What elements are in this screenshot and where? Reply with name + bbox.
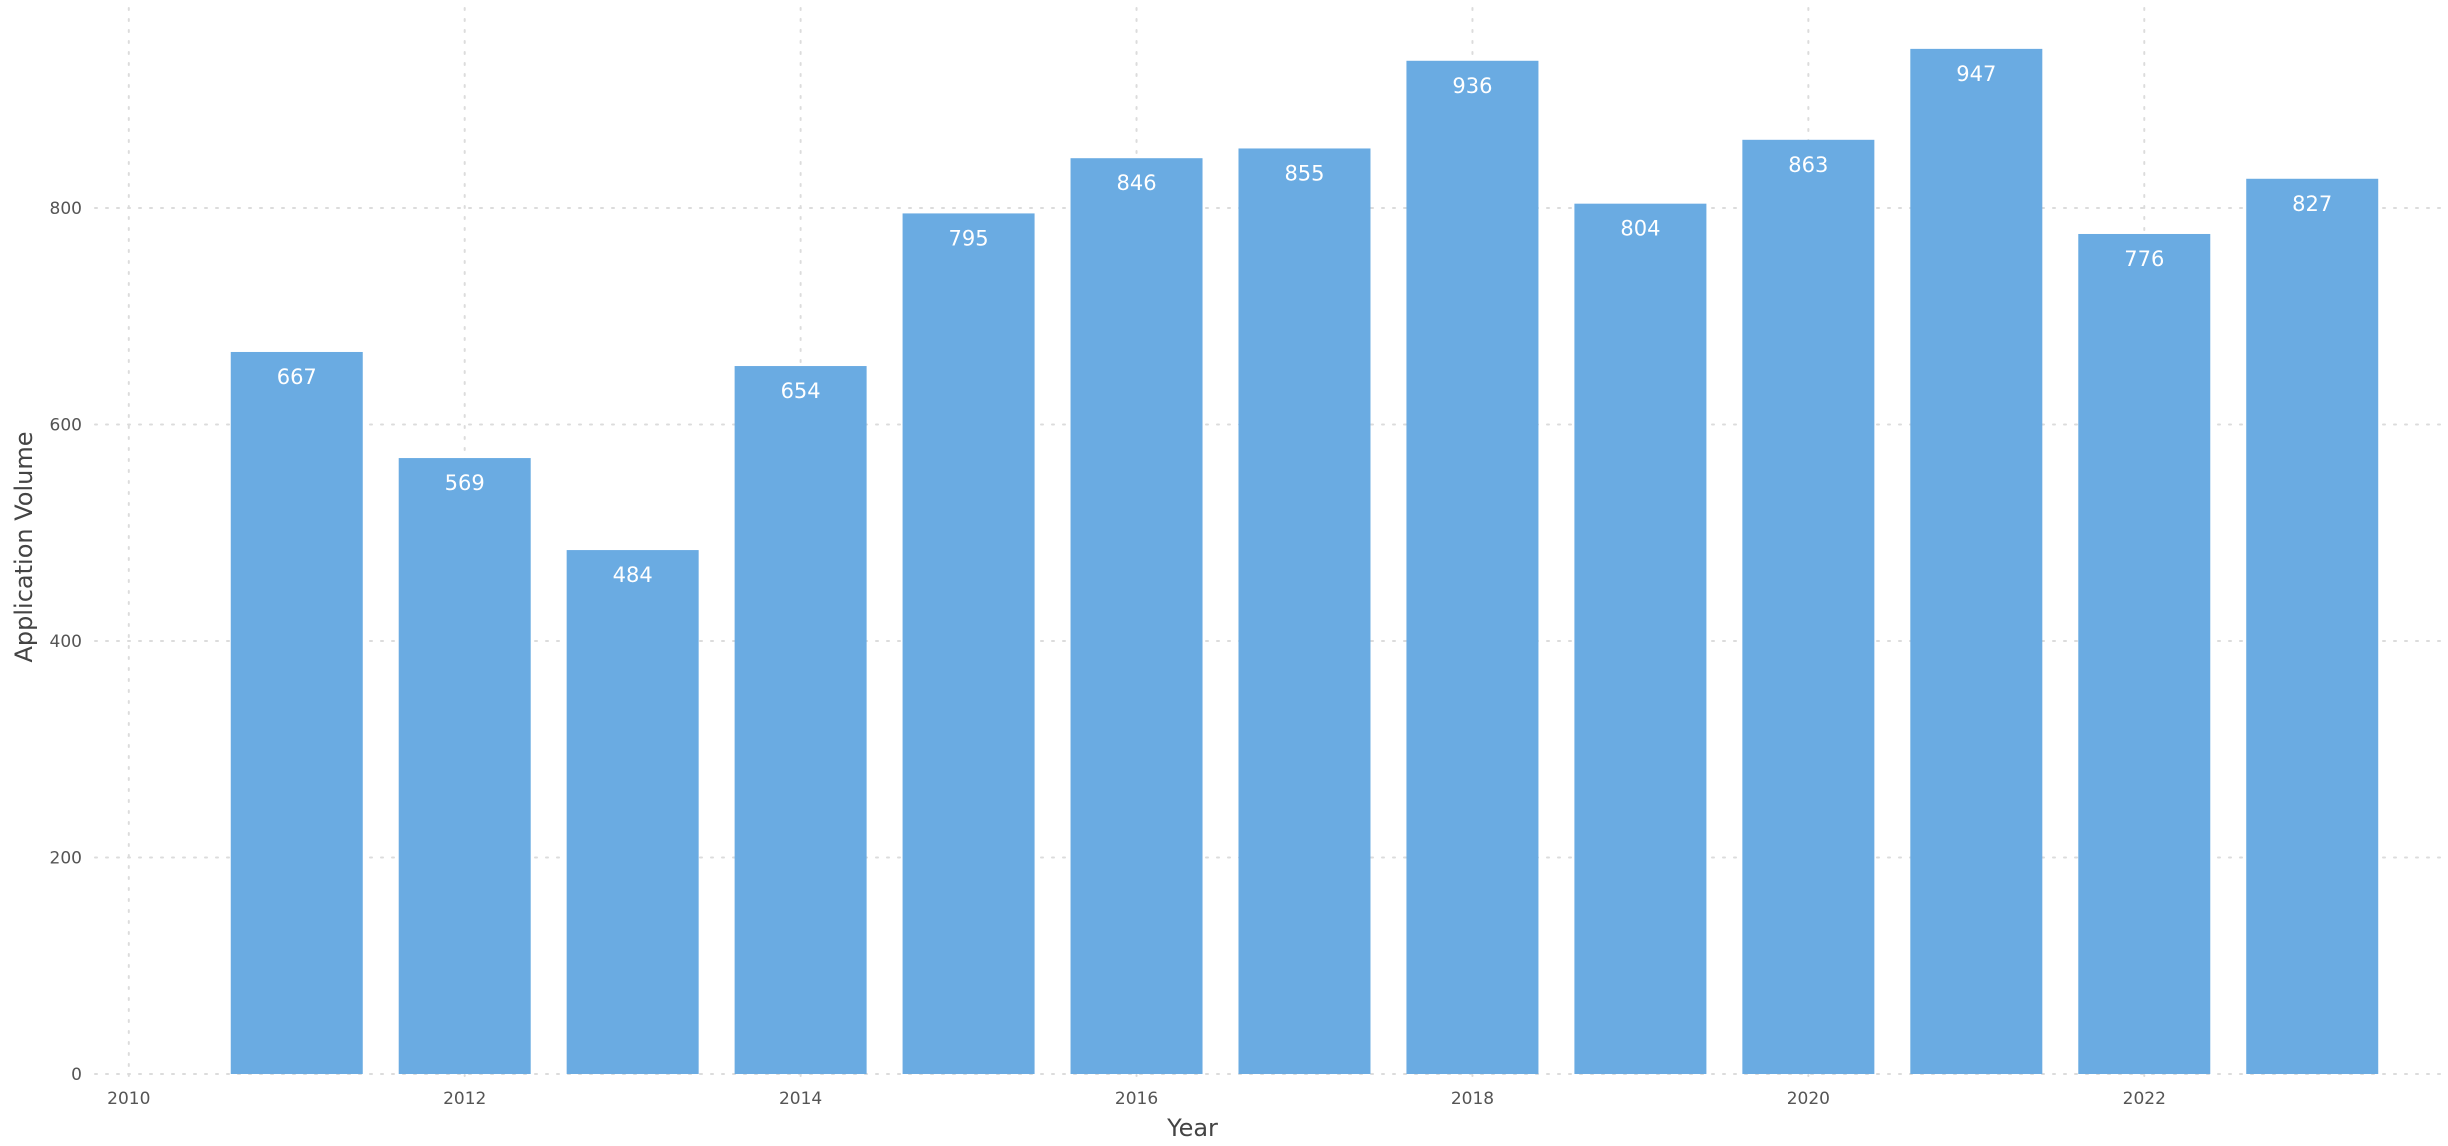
bar-value-label-2013: 484	[613, 563, 653, 587]
y-tick-label-200: 200	[50, 849, 82, 869]
y-tick-label-400: 400	[50, 632, 82, 652]
bar-value-labels: 667 569 484 654 795 846 855 936 804 863 947 776 827	[277, 62, 2333, 587]
x-tick-label-2016: 2016	[1115, 1089, 1158, 1109]
x-tick-label-2018: 2018	[1451, 1089, 1494, 1109]
y-tick-label-800: 800	[50, 199, 82, 219]
bar-2023	[2246, 178, 2379, 1074]
bar-value-label-2012: 569	[445, 471, 485, 495]
bar-2018	[1406, 60, 1539, 1074]
bar-2021	[1910, 48, 2043, 1074]
x-tick-label-2020: 2020	[1787, 1089, 1830, 1109]
bar-value-label-2015: 795	[949, 226, 989, 250]
y-axis-title: Application Volume	[10, 432, 38, 663]
bar-2014	[734, 366, 867, 1074]
x-axis-title: Year	[1166, 1114, 1218, 1142]
bar-value-label-2021: 947	[1956, 62, 1996, 86]
bar-value-label-2018: 936	[1452, 74, 1492, 98]
x-tick-label-2022: 2022	[2123, 1089, 2166, 1109]
bar-2013	[566, 550, 699, 1074]
bar-2020	[1742, 139, 1875, 1075]
bar-2011	[230, 351, 363, 1074]
bar-value-label-2017: 855	[1284, 161, 1324, 185]
bar-2015	[902, 213, 1035, 1075]
x-tick-label-2012: 2012	[443, 1089, 486, 1109]
y-tick-label-0: 0	[71, 1065, 82, 1085]
bars	[230, 48, 2379, 1075]
bar-value-label-2011: 667	[277, 365, 317, 389]
x-axis-ticks: 2010 2012 2014 2016 2018 2020 2022	[107, 1089, 2166, 1109]
bar-value-label-2014: 654	[781, 379, 821, 403]
x-tick-label-2010: 2010	[107, 1089, 150, 1109]
bar-value-label-2016: 846	[1116, 171, 1156, 195]
bar-2016	[1070, 158, 1203, 1074]
y-tick-label-600: 600	[50, 416, 82, 436]
bar-value-label-2020: 863	[1788, 153, 1828, 177]
y-axis-ticks: 0 200 400 600 800	[50, 199, 82, 1085]
x-tick-label-2014: 2014	[779, 1089, 822, 1109]
bar-2012	[398, 458, 531, 1074]
bar-value-label-2019: 804	[1620, 217, 1660, 241]
bar-2022	[2078, 233, 2211, 1075]
bar-2017	[1238, 148, 1371, 1074]
bar-value-label-2023: 827	[2292, 192, 2332, 216]
bar-2019	[1574, 203, 1707, 1075]
bar-value-label-2022: 776	[2124, 247, 2164, 271]
